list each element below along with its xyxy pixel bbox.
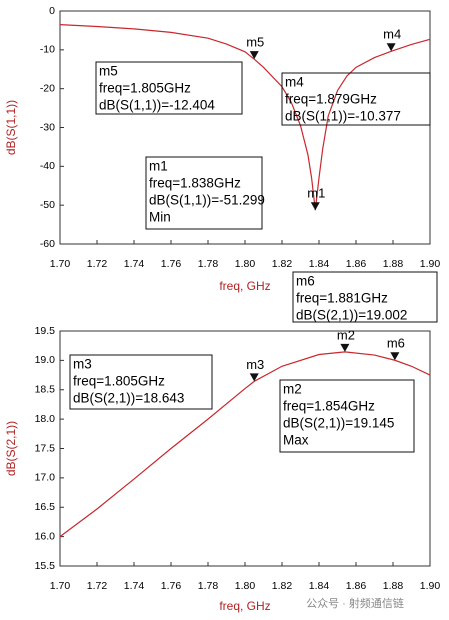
x-tick-label: 1.82 [272, 580, 293, 592]
marker-label: m6 [387, 336, 405, 351]
y-tick-label: -10 [40, 44, 55, 56]
x-tick-label: 1.82 [272, 258, 293, 270]
x-tick-label: 1.84 [309, 580, 330, 592]
curve [59, 23, 431, 211]
y-tick-label: 17.0 [35, 472, 56, 484]
y-tick-label: -60 [40, 238, 55, 250]
plot-frame [59, 330, 431, 567]
marker-box-line: Max [283, 433, 309, 448]
marker-triangle [249, 51, 259, 60]
y-tick-label: -30 [40, 121, 55, 133]
x-tick-label: 1.76 [161, 580, 182, 592]
x-tick-label: 1.78 [198, 258, 219, 270]
y-tick-label: 15.5 [35, 560, 56, 572]
marker-box-line: dB(S(2,1))=19.002 [296, 308, 407, 323]
marker-box [95, 61, 243, 115]
marker-box-line: freq=1.805GHz [99, 81, 191, 96]
y-tick-label: -20 [40, 82, 55, 94]
x-tick-label: 1.70 [50, 580, 71, 592]
marker-box-name: m6 [296, 274, 315, 289]
y-tick-label: -40 [40, 160, 55, 172]
marker-box-line: Min [149, 210, 171, 225]
marker-box-name: m5 [99, 64, 118, 79]
marker-box-line: dB(S(1,1))=-10.377 [285, 109, 401, 124]
marker-box [69, 354, 213, 410]
x-tick-label: 1.76 [161, 258, 182, 270]
marker-triangle [340, 343, 350, 352]
x-tick-label: 1.84 [309, 258, 330, 270]
marker-box-name: m4 [285, 75, 304, 90]
x-tick-label: 1.74 [124, 580, 145, 592]
plot-frame [59, 10, 431, 245]
x-tick-label: 1.74 [124, 258, 145, 270]
y-tick-label: 19.0 [35, 354, 56, 366]
y-tick-label: 19.5 [35, 325, 56, 337]
y-tick-label: 0 [49, 5, 55, 17]
marker-box-line: freq=1.879GHz [285, 92, 377, 107]
marker-triangle [249, 373, 259, 382]
marker-triangle [310, 202, 320, 211]
marker-box-line: dB(S(1,1))=-51.299 [149, 193, 265, 208]
marker-triangle [386, 43, 396, 52]
watermark: 公众号 · 射频通信链 [306, 596, 404, 610]
marker-box [145, 156, 263, 230]
marker-label: m3 [246, 357, 264, 372]
marker-label: m2 [337, 327, 355, 342]
marker-box-name: m1 [149, 159, 168, 174]
marker-box-name: m2 [283, 382, 302, 397]
marker-label: m5 [246, 35, 264, 50]
y-axis-label: dB(S(1,1)) [4, 100, 18, 155]
marker-triangle [390, 352, 400, 361]
y-axis-label: dB(S(2,1)) [4, 421, 18, 476]
x-tick-label: 1.88 [383, 580, 404, 592]
x-tick-label: 1.86 [346, 258, 367, 270]
curve [59, 351, 431, 538]
x-tick-label: 1.72 [87, 580, 108, 592]
marker-label: m1 [307, 186, 325, 201]
x-tick-label: 1.80 [235, 580, 256, 592]
x-tick-label: 1.78 [198, 580, 219, 592]
marker-box [281, 72, 431, 126]
marker-box [279, 379, 415, 453]
y-tick-label: -50 [40, 199, 55, 211]
y-tick-label: 16.0 [35, 530, 56, 542]
x-tick-label: 1.72 [87, 258, 108, 270]
marker-box-name: m3 [73, 357, 92, 372]
x-tick-label: 1.90 [420, 258, 441, 270]
marker-box-line: freq=1.881GHz [296, 291, 388, 306]
marker-box-line: freq=1.838GHz [149, 176, 241, 191]
marker-box-line: dB(S(2,1))=19.145 [283, 416, 394, 431]
y-tick-label: 18.5 [35, 384, 56, 396]
marker-box-line: dB(S(2,1))=18.643 [73, 391, 184, 406]
y-tick-label: 18.0 [35, 413, 56, 425]
x-tick-label: 1.70 [50, 258, 71, 270]
x-tick-label: 1.88 [383, 258, 404, 270]
x-tick-label: 1.86 [346, 580, 367, 592]
marker-box-line: freq=1.854GHz [283, 399, 375, 414]
x-tick-label: 1.90 [420, 580, 441, 592]
y-tick-label: 16.5 [35, 501, 56, 513]
marker-box-line: dB(S(1,1))=-12.404 [99, 98, 215, 113]
y-tick-label: 17.5 [35, 442, 56, 454]
x-axis-label: freq, GHz [219, 279, 270, 293]
marker-label: m4 [383, 27, 401, 42]
marker-box [292, 271, 438, 323]
x-axis-label: freq, GHz [219, 599, 270, 613]
marker-box-line: freq=1.805GHz [73, 374, 165, 389]
x-tick-label: 1.80 [235, 258, 256, 270]
